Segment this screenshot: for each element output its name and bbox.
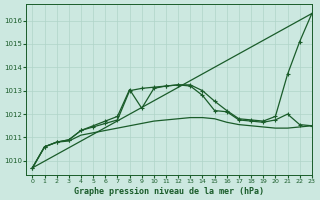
X-axis label: Graphe pression niveau de la mer (hPa): Graphe pression niveau de la mer (hPa) — [74, 187, 264, 196]
